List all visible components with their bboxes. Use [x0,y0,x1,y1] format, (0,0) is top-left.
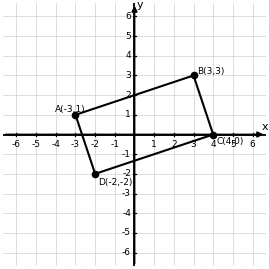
Text: 1: 1 [125,110,131,119]
Text: -4: -4 [122,209,131,218]
Text: -5: -5 [122,228,131,237]
Text: x: x [262,122,269,132]
Text: 3: 3 [191,140,196,149]
Text: 6: 6 [125,12,131,21]
Text: -5: -5 [32,140,41,149]
Text: -1: -1 [122,150,131,159]
Text: -2: -2 [122,169,131,178]
Text: y: y [137,0,143,10]
Text: -3: -3 [71,140,80,149]
Text: C(4,0): C(4,0) [217,137,244,146]
Text: -4: -4 [51,140,60,149]
Text: 4: 4 [210,140,216,149]
Text: -1: -1 [110,140,119,149]
Text: 4: 4 [125,51,131,60]
Text: 3: 3 [125,71,131,80]
Text: -6: -6 [12,140,21,149]
Text: 2: 2 [125,91,131,100]
Text: -6: -6 [122,248,131,257]
Text: -2: -2 [91,140,100,149]
Text: -3: -3 [122,189,131,198]
Text: 5: 5 [230,140,236,149]
Text: 5: 5 [125,32,131,41]
Text: 2: 2 [171,140,177,149]
Text: 1: 1 [151,140,157,149]
Text: D(-2,-2): D(-2,-2) [98,178,132,187]
Text: B(3,3): B(3,3) [197,67,224,76]
Text: A(-3,1): A(-3,1) [55,105,86,114]
Text: 6: 6 [250,140,255,149]
